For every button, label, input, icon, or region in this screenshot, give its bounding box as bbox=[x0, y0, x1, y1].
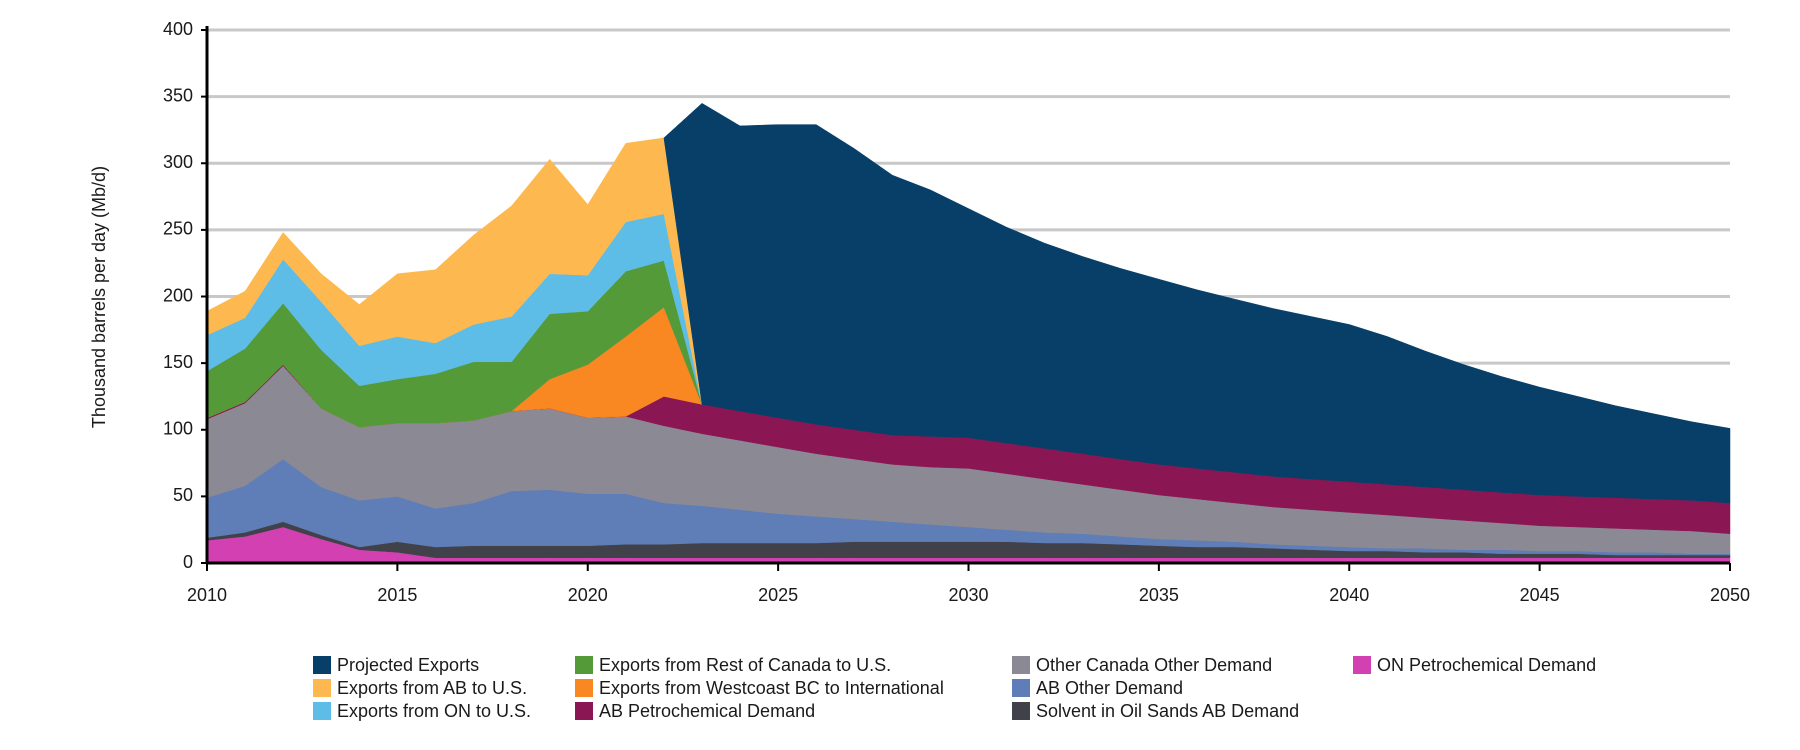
legend-label: Other Canada Other Demand bbox=[1036, 655, 1272, 675]
legend-label: Exports from Westcoast BC to Internation… bbox=[599, 678, 944, 698]
legend-label: Exports from Rest of Canada to U.S. bbox=[599, 655, 891, 675]
legend-swatch bbox=[313, 679, 331, 697]
x-tick-label: 2025 bbox=[758, 585, 798, 605]
y-tick-label: 250 bbox=[163, 219, 193, 239]
legend-swatch bbox=[1012, 679, 1030, 697]
area bbox=[206, 137, 703, 405]
legend-swatch bbox=[1353, 656, 1371, 674]
y-tick-label: 0 bbox=[183, 552, 193, 572]
x-tick-label: 2020 bbox=[568, 585, 608, 605]
legend-swatch bbox=[575, 702, 593, 720]
y-tick-label: 350 bbox=[163, 85, 193, 105]
x-tick-label: 2040 bbox=[1329, 585, 1369, 605]
x-tick-label: 2035 bbox=[1139, 585, 1179, 605]
area bbox=[663, 102, 1731, 504]
legend-label: AB Other Demand bbox=[1036, 678, 1183, 698]
legend-swatch bbox=[575, 656, 593, 674]
x-tick-label: 2010 bbox=[187, 585, 227, 605]
legend-label: Exports from AB to U.S. bbox=[337, 678, 527, 698]
y-axis-label: Thousand barrels per day (Mb/d) bbox=[89, 166, 109, 428]
y-tick-label: 50 bbox=[173, 485, 193, 505]
legend-swatch bbox=[313, 702, 331, 720]
y-tick-label: 100 bbox=[163, 419, 193, 439]
y-tick-label: 300 bbox=[163, 152, 193, 172]
x-tick-label: 2030 bbox=[948, 585, 988, 605]
legend-label: Exports from ON to U.S. bbox=[337, 701, 531, 721]
legend-label: ON Petrochemical Demand bbox=[1377, 655, 1596, 675]
x-tick-label: 2045 bbox=[1520, 585, 1560, 605]
legend-swatch bbox=[575, 679, 593, 697]
legend-label: Projected Exports bbox=[337, 655, 479, 675]
legend-swatch bbox=[313, 656, 331, 674]
legend-label: Solvent in Oil Sands AB Demand bbox=[1036, 701, 1299, 721]
legend-swatch bbox=[1012, 702, 1030, 720]
x-tick-label: 2015 bbox=[377, 585, 417, 605]
y-tick-label: 400 bbox=[163, 19, 193, 39]
legend-label: AB Petrochemical Demand bbox=[599, 701, 815, 721]
y-tick-label: 150 bbox=[163, 352, 193, 372]
x-tick-label: 2050 bbox=[1710, 585, 1750, 605]
legend-swatch bbox=[1012, 656, 1030, 674]
y-tick-label: 200 bbox=[163, 285, 193, 305]
